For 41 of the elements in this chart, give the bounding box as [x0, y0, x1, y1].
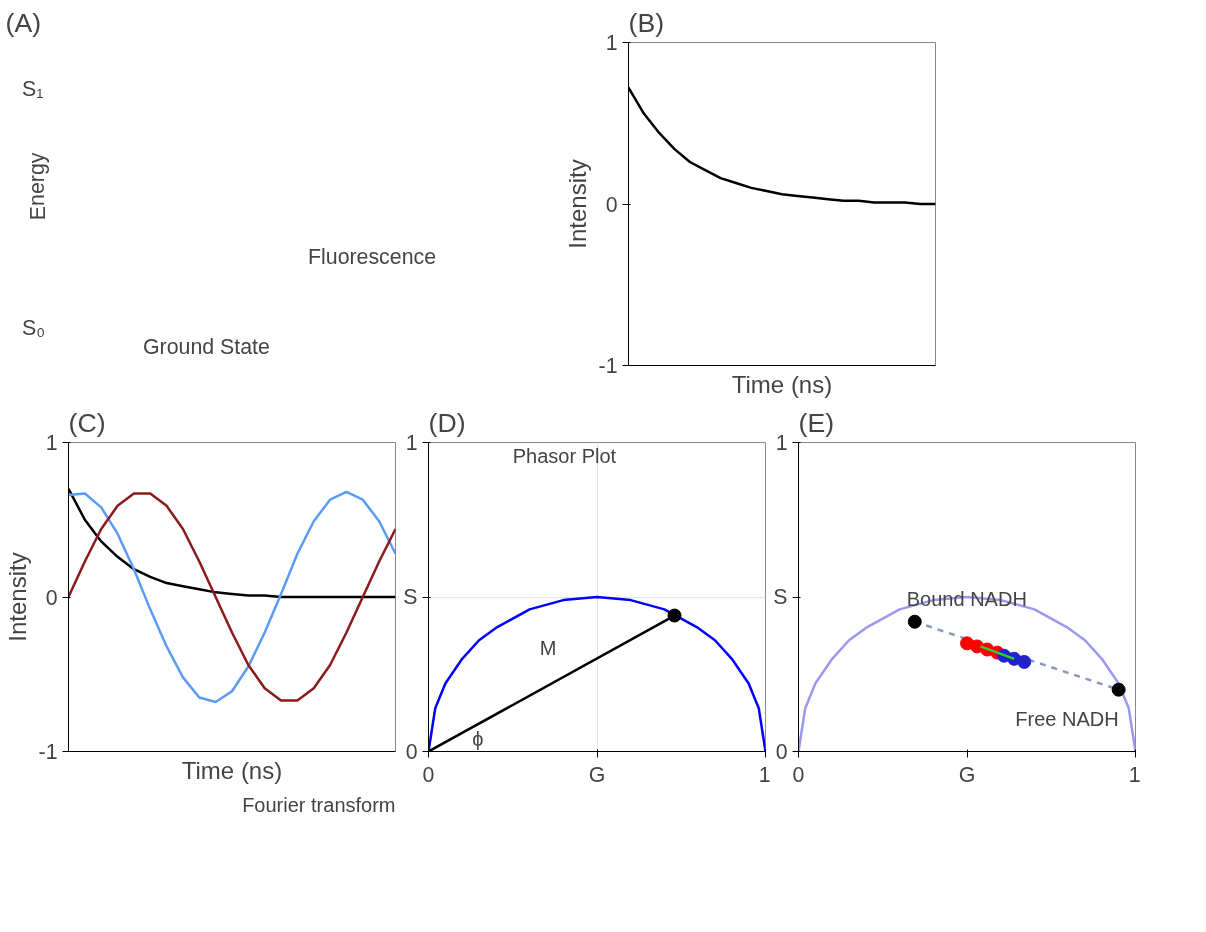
y-tick-label: S — [773, 585, 788, 609]
text: Energy — [25, 152, 50, 221]
chart-title: (B) — [628, 7, 665, 38]
y-tick-label: 0 — [405, 739, 418, 764]
y-axis-title: Intensity — [3, 552, 31, 642]
x-tick-label: G — [958, 762, 976, 787]
x-tick-label: 0 — [422, 762, 435, 787]
text: S₀ — [22, 315, 46, 340]
y-tick-label: 1 — [775, 430, 788, 455]
text: S₁ — [22, 76, 44, 101]
y-tick-label: 0 — [45, 585, 58, 610]
annotation: Phasor Plot — [512, 445, 617, 468]
chart-title: (D) — [428, 407, 466, 438]
x-tick-label: 1 — [758, 762, 771, 787]
annotation: ϕ — [472, 727, 484, 750]
text: Ground State — [143, 335, 270, 360]
y-tick-label: 1 — [405, 430, 418, 455]
x-tick-label: 0 — [792, 762, 805, 787]
x-tick-label: 1 — [1128, 762, 1141, 787]
text: (A) — [5, 7, 42, 38]
annotation: M — [539, 636, 557, 659]
point — [1017, 654, 1032, 669]
y-tick-label: S — [403, 585, 418, 609]
y-tick-label: 0 — [605, 192, 618, 217]
point — [1111, 682, 1126, 697]
text: Fourier transform — [242, 793, 396, 816]
y-tick-label: 0 — [775, 739, 788, 764]
y-tick-label: -1 — [598, 354, 618, 378]
x-axis-title: Time (ns) — [181, 756, 283, 784]
text: Fluorescence — [308, 244, 437, 269]
y-tick-label: 1 — [605, 31, 618, 55]
annotation: Free NADH — [1015, 707, 1119, 730]
y-tick-label: -1 — [38, 740, 58, 764]
annotation: Bound NADH — [906, 587, 1027, 610]
point — [907, 614, 922, 629]
x-axis-title: Time (ns) — [731, 370, 833, 398]
chart-title: (E) — [798, 407, 835, 438]
x-tick-label: G — [588, 762, 606, 787]
y-axis-title: Intensity — [563, 159, 591, 249]
chart-title: (C) — [68, 407, 106, 438]
y-tick-label: 1 — [45, 431, 58, 455]
